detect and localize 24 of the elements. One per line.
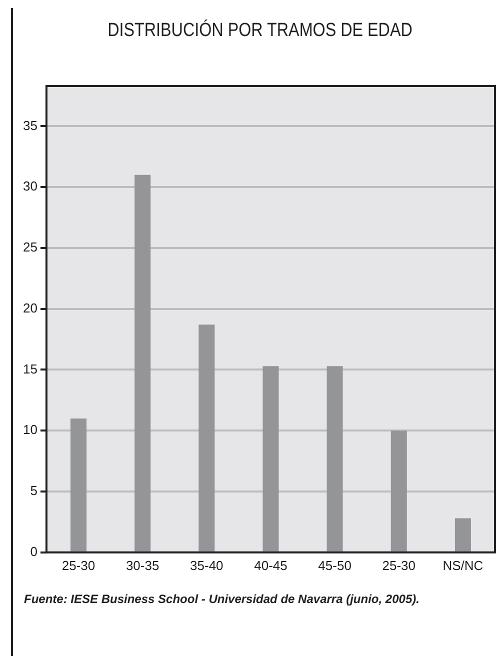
x-tick-label: 35-40	[190, 558, 224, 573]
bar	[454, 518, 471, 552]
x-tick-label: 45-50	[318, 558, 352, 573]
bar	[134, 174, 151, 552]
y-tick-label: 15	[22, 361, 38, 376]
x-tick-label: 25-30	[382, 558, 416, 573]
bar	[70, 418, 87, 552]
y-tick-label: 25	[22, 240, 38, 255]
y-tick-label: 5	[30, 483, 38, 498]
y-tick-label: 10	[22, 422, 38, 438]
y-tick-label: 30	[22, 178, 38, 194]
y-tick-label: 35	[22, 118, 38, 133]
source-note: Fuente: IESE Business School - Universidad de Navarra (junio, 2005).	[24, 591, 420, 608]
x-tick-label: 40-45	[254, 558, 288, 573]
y-tick-label: 0	[30, 544, 38, 559]
bar	[262, 366, 279, 552]
bar	[326, 366, 343, 552]
chart-title: DISTRIBUCIÓN POR TRAMOS DE EDAD	[106, 20, 414, 42]
y-tick-label: 20	[22, 300, 38, 316]
x-tick-label: 30-35	[126, 558, 160, 573]
bar	[390, 430, 407, 552]
x-tick-label: 25-30	[62, 558, 96, 573]
x-tick-label: NS/NC	[442, 558, 484, 573]
bar	[198, 324, 215, 552]
